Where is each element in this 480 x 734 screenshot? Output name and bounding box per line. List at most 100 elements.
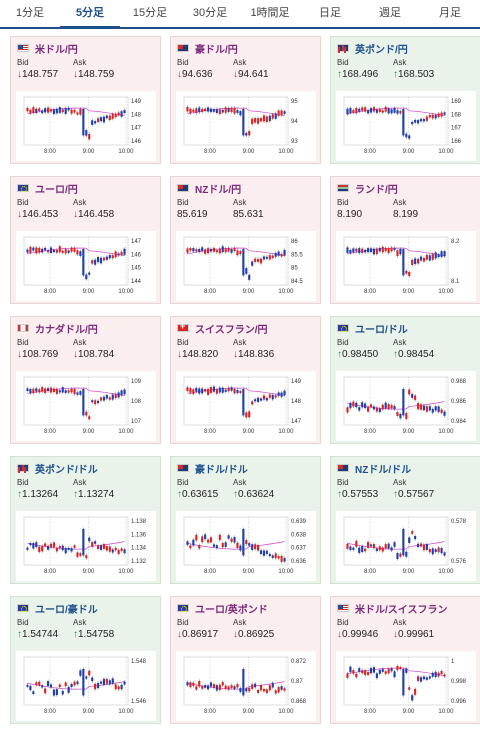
- tab-2[interactable]: 15分足: [132, 7, 168, 19]
- candle: [29, 685, 32, 691]
- candle: [256, 397, 260, 402]
- direction-arrow-icon: ↓: [393, 629, 398, 640]
- rate-card[interactable]: ランド/円 Bid Ask 8.190 8.199 8:00 9:00 10:00 8.2 8.1: [330, 176, 480, 304]
- rate-card[interactable]: 豪ドル/円 Bid Ask ↓94.636 ↓94.641 8:00 9:00 10:00 95…: [170, 36, 321, 164]
- mini-chart[interactable]: 8:00 9:00 10:00 149 148 147: [176, 371, 316, 441]
- candle: [35, 682, 38, 685]
- candle: [239, 390, 242, 393]
- rate-card[interactable]: 米ドル/円 Bid Ask ↓148.757 ↓148.759 8:00 9:00 10:00…: [10, 36, 161, 164]
- y-tick-label: 146: [131, 252, 142, 258]
- tab-0[interactable]: 1分足: [15, 7, 45, 19]
- pair-name[interactable]: 英ポンド/円: [355, 44, 408, 56]
- pair-name[interactable]: 米ドル/円: [35, 44, 78, 56]
- mini-chart[interactable]: 8:00 9:00 10:00 0.988 0.986 0.984: [336, 371, 476, 441]
- candle: [218, 387, 221, 393]
- x-tick-label: 9:00: [243, 429, 255, 435]
- rate-card[interactable]: 豪ドル/ドル Bid Ask ↑0.63615 ↑0.63624 8:00 9:00 10:0…: [170, 456, 321, 584]
- pair-name[interactable]: スイスフラン/円: [195, 324, 268, 336]
- mini-chart[interactable]: 8:00 9:00 10:00 0.578 0.576: [336, 511, 476, 581]
- x-tick-label: 8:00: [44, 149, 56, 155]
- candle: [44, 247, 47, 251]
- tab-1[interactable]: 5分足: [60, 0, 120, 29]
- pair-name[interactable]: NZドル/円: [195, 184, 242, 196]
- candle: [437, 547, 440, 553]
- candle: [358, 547, 361, 553]
- rate-card[interactable]: ユーロ/英ポンド Bid Ask ↓0.86917 ↓0.86925 8:00 9:00 10…: [170, 596, 321, 724]
- pair-name[interactable]: NZドル/ドル: [355, 464, 412, 476]
- candle: [236, 684, 239, 688]
- rate-card[interactable]: ユーロ/豪ドル Bid Ask ↑1.54744 ↑1.54758 8:00 9:00 10:…: [10, 596, 161, 724]
- mini-chart[interactable]: 8:00 9:00 10:00 95 94 93: [176, 91, 316, 161]
- flag-icon: [177, 184, 189, 192]
- mini-chart[interactable]: 8:00 9:00 10:00 8.2 8.1: [336, 231, 476, 301]
- tab-6[interactable]: 週足: [379, 7, 401, 19]
- candle: [256, 689, 260, 693]
- mini-chart[interactable]: 8:00 9:00 10:00 1 0.998 0.996: [336, 651, 476, 721]
- candle: [428, 676, 431, 679]
- pair-name[interactable]: 豪ドル/円: [195, 44, 238, 56]
- pair-name[interactable]: ユーロ/ドル: [355, 324, 408, 336]
- rate-card[interactable]: カナダドル/円 Bid Ask ↓108.769 ↓108.784 8:00 9:00 10:…: [10, 316, 161, 444]
- mini-chart[interactable]: 8:00 9:00 10:00 147 146 145 144: [16, 231, 156, 301]
- candle: [44, 688, 47, 694]
- mini-chart[interactable]: 8:00 9:00 10:00 149 148 147 146: [16, 91, 156, 161]
- pair-name[interactable]: ユーロ/英ポンド: [195, 604, 268, 616]
- rate-card[interactable]: ユーロ/円 Bid Ask ↓146.453 ↓146.458 8:00 9:00 10:00…: [10, 176, 161, 304]
- candle: [414, 536, 417, 540]
- card-header: ランド/円: [337, 181, 398, 196]
- pair-name[interactable]: ユーロ/円: [35, 184, 78, 196]
- direction-arrow-icon: ↑: [337, 69, 342, 80]
- rate-card[interactable]: 米ドル/スイスフラン Bid Ask ↓0.99946 ↓0.99961 8:00 9:00…: [330, 596, 480, 724]
- tab-7[interactable]: 月足: [439, 7, 461, 19]
- candle: [94, 121, 97, 124]
- mini-chart[interactable]: 8:00 9:00 10:00 109 108 107: [16, 371, 156, 441]
- direction-arrow-icon: ↑: [73, 489, 78, 500]
- candle: [73, 681, 76, 686]
- candle: [61, 387, 64, 393]
- tab-3[interactable]: 30分足: [192, 7, 228, 19]
- rate-card[interactable]: ユーロ/ドル Bid Ask ↑0.98450 ↑0.98454 8:00 9:00 10:0…: [330, 316, 480, 444]
- card-header: 米ドル/円: [17, 41, 78, 56]
- mini-chart[interactable]: 8:00 9:00 10:00 1.548 1.546: [16, 651, 156, 721]
- rate-card[interactable]: 英ポンド/円 Bid Ask ↑168.496 ↑168.503 8:00 9:00 10:0…: [330, 36, 480, 164]
- y-tick-label: 1.132: [131, 559, 147, 565]
- mini-chart[interactable]: 8:00 9:00 10:00 1.138 1.136 1.134 1.132: [16, 511, 156, 581]
- pair-name[interactable]: ランド/円: [355, 184, 398, 196]
- candle: [46, 545, 50, 550]
- mini-chart[interactable]: 8:00 9:00 10:00 86 85.5 85 84.5: [176, 231, 316, 301]
- direction-arrow-icon: ↑: [393, 489, 398, 500]
- mini-chart[interactable]: 8:00 9:00 10:00 169 168 167 166: [336, 91, 476, 161]
- moving-average-line: [27, 541, 125, 550]
- candle: [268, 115, 271, 122]
- pair-name[interactable]: 英ポンド/ドル: [35, 464, 98, 476]
- tab-4[interactable]: 1時間足: [250, 7, 290, 19]
- candle: [349, 402, 352, 409]
- ask-label: Ask: [73, 198, 87, 207]
- tab-5[interactable]: 日足: [319, 7, 341, 19]
- candle: [201, 108, 204, 112]
- mini-chart[interactable]: 8:00 9:00 10:00 0.639 0.638 0.637 0.636: [176, 511, 316, 581]
- moving-average-line: [347, 667, 445, 677]
- direction-arrow-icon: ↓: [233, 69, 238, 80]
- ask-value: ↑0.63624: [233, 489, 275, 500]
- rate-card[interactable]: NZドル/円 Bid Ask 85.619 85.631 8:00 9:00 10:00 86 8…: [170, 176, 321, 304]
- candle: [381, 246, 384, 253]
- pair-name[interactable]: カナダドル/円: [35, 324, 98, 336]
- mini-chart[interactable]: 8:00 9:00 10:00 0.872 0.87 0.868: [176, 651, 316, 721]
- card-header: ユーロ/英ポンド: [177, 601, 268, 616]
- pair-name[interactable]: ユーロ/豪ドル: [35, 604, 98, 616]
- candle: [271, 394, 274, 400]
- rate-card[interactable]: スイスフラン/円 Bid Ask ↓148.820 ↓148.836 8:00 9:00 10…: [170, 316, 321, 444]
- candle: [375, 407, 378, 412]
- candle: [259, 685, 263, 691]
- y-tick-label: 109: [131, 379, 142, 385]
- bid-label: Bid: [177, 198, 189, 207]
- rate-card[interactable]: NZドル/ドル Bid Ask ↑0.57553 ↑0.57567 8:00 9:00 10:…: [330, 456, 480, 584]
- direction-arrow-icon: ↓: [17, 349, 22, 360]
- pair-name[interactable]: 米ドル/スイスフラン: [355, 604, 448, 616]
- candle: [32, 542, 35, 549]
- chart-frame: [343, 236, 449, 286]
- pair-name[interactable]: 豪ドル/ドル: [195, 464, 248, 476]
- candle: [384, 544, 387, 549]
- rate-card[interactable]: 英ポンド/ドル Bid Ask ↑1.13264 ↑1.13274 8:00 9:00 10:…: [10, 456, 161, 584]
